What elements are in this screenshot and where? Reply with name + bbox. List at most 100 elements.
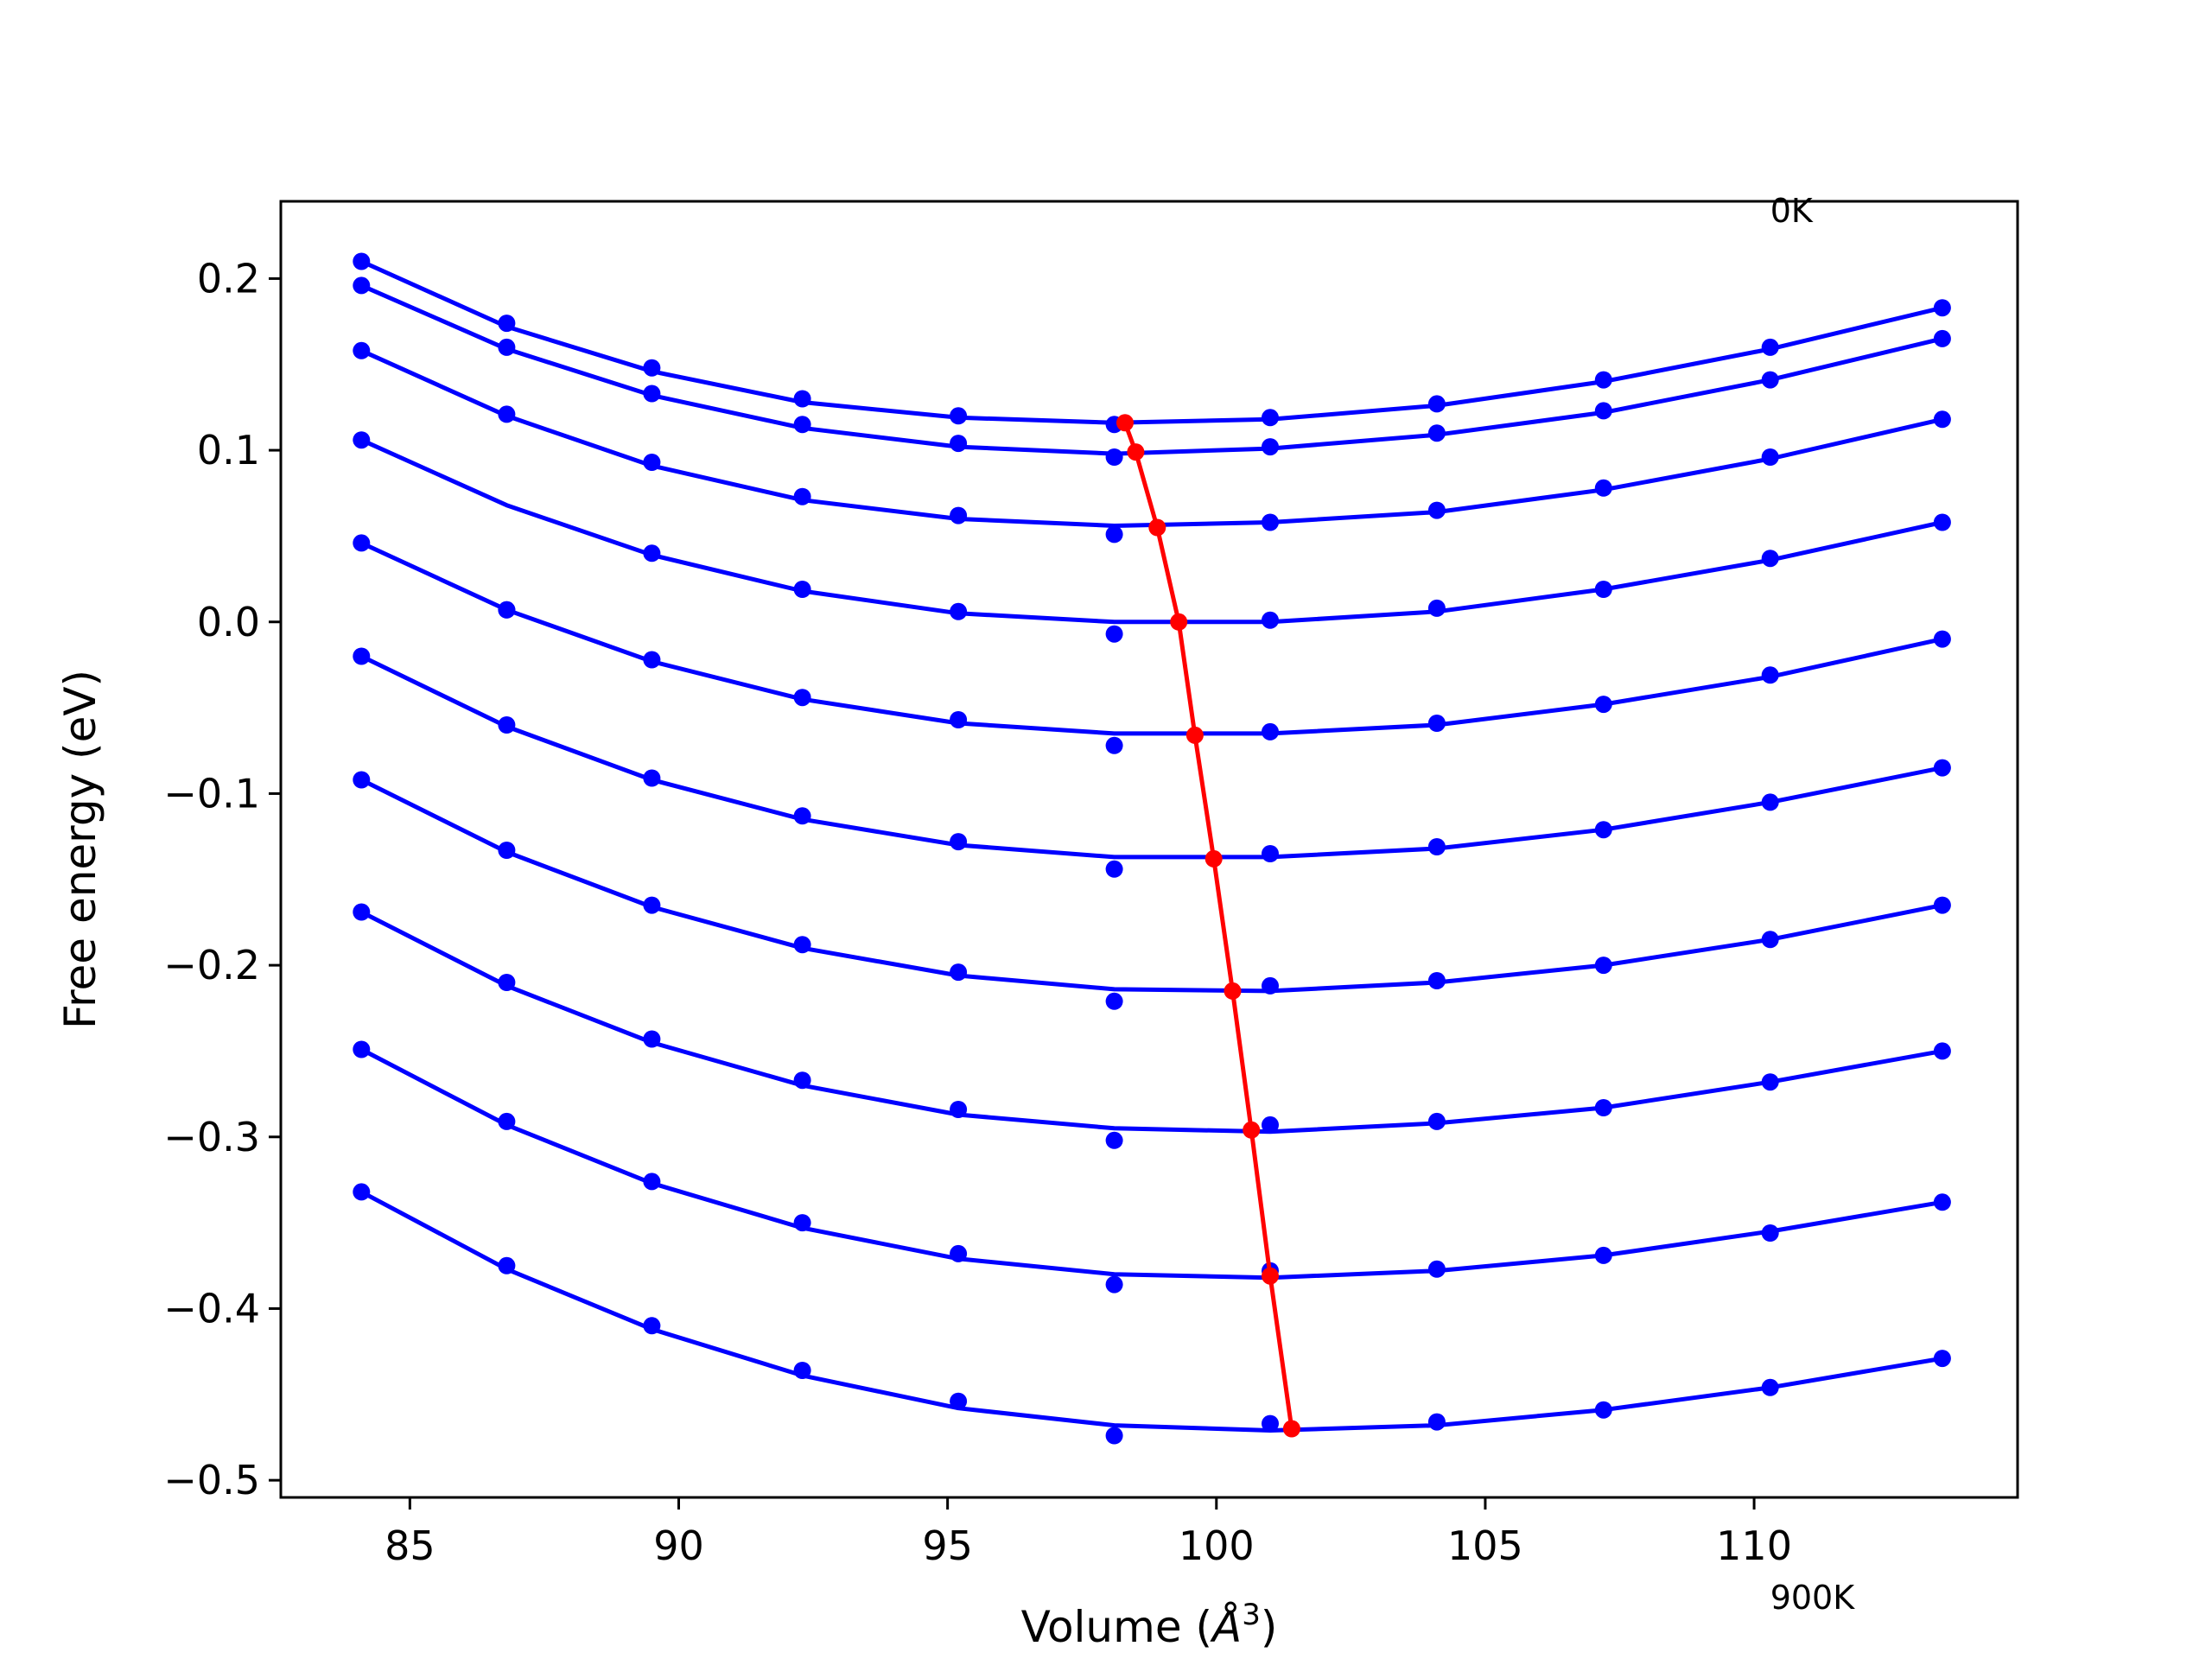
data-point-7-5 xyxy=(1105,1131,1123,1149)
data-point-1-7 xyxy=(1427,424,1446,442)
data-point-7-1 xyxy=(498,974,516,991)
y-tick-label-2: 0.0 xyxy=(197,599,260,645)
annotation-1: 900K xyxy=(1770,1579,1856,1617)
data-point-7-8 xyxy=(1594,1099,1612,1116)
minima-line xyxy=(1116,414,1300,1438)
fit-curve-3 xyxy=(360,437,1943,625)
data-point-2-4 xyxy=(950,506,968,524)
x-axis-ticks: 85 90 95 100 105 110 xyxy=(385,1497,1792,1569)
minimum-point-8 xyxy=(1262,1267,1279,1285)
y-tick-label-3: −0.1 xyxy=(163,770,260,817)
data-point-6-3 xyxy=(793,936,811,954)
y-tick-label-5: −0.3 xyxy=(163,1114,260,1160)
fit-curve-4 xyxy=(360,541,1943,736)
data-point-1-1 xyxy=(498,338,516,356)
data-point-8-5 xyxy=(1105,1275,1123,1294)
fit-curve-8 xyxy=(360,1047,1943,1281)
data-point-7-9 xyxy=(1761,1073,1779,1091)
data-point-0-9 xyxy=(1761,338,1779,356)
data-point-1-5 xyxy=(1105,448,1123,466)
y-tick-label-6: −0.4 xyxy=(163,1285,260,1332)
data-point-2-8 xyxy=(1594,479,1612,497)
minimum-point-1 xyxy=(1127,443,1145,461)
data-point-4-4 xyxy=(950,711,968,728)
data-point-1-4 xyxy=(950,435,968,453)
data-point-5-2 xyxy=(643,769,661,787)
fit-curve-9 xyxy=(360,1190,1943,1433)
data-point-1-8 xyxy=(1594,402,1612,420)
data-point-1-10 xyxy=(1933,329,1951,347)
data-point-4-8 xyxy=(1594,696,1612,714)
data-point-7-7 xyxy=(1427,1112,1446,1130)
data-point-5-4 xyxy=(950,833,968,851)
data-point-4-1 xyxy=(498,601,516,619)
minimum-point-4 xyxy=(1185,726,1204,744)
data-point-5-3 xyxy=(793,807,811,825)
x-tick-label-2: 95 xyxy=(922,1522,973,1569)
data-point-8-8 xyxy=(1594,1246,1612,1264)
fit-curves xyxy=(360,259,1943,1433)
y-tick-label-1: 0.1 xyxy=(197,427,260,474)
data-point-5-5 xyxy=(1105,860,1123,878)
data-point-6-4 xyxy=(950,963,968,982)
data-point-3-0 xyxy=(353,431,371,449)
data-point-1-3 xyxy=(793,416,811,434)
data-point-8-4 xyxy=(950,1244,968,1262)
data-point-3-8 xyxy=(1594,581,1612,598)
data-point-7-10 xyxy=(1933,1042,1951,1060)
fit-curve-5 xyxy=(360,654,1943,860)
data-point-8-7 xyxy=(1427,1260,1446,1278)
y-axis-ticks: 0.2 0.1 0.0 −0.1 −0.2 −0.3 −0.4 −0.5 xyxy=(163,255,281,1503)
data-point-2-0 xyxy=(353,341,371,359)
y-tick-label-0: 0.2 xyxy=(197,255,260,302)
y-tick-label-4: −0.2 xyxy=(163,942,260,988)
data-point-4-7 xyxy=(1427,715,1446,732)
data-point-8-9 xyxy=(1761,1224,1779,1242)
data-point-5-7 xyxy=(1427,838,1446,855)
data-point-3-10 xyxy=(1933,513,1951,531)
minimum-point-6 xyxy=(1224,982,1242,1000)
x-tick-label-5: 110 xyxy=(1716,1522,1792,1569)
y-axis-label: Free energy (eV) xyxy=(55,670,105,1029)
data-point-2-5 xyxy=(1105,525,1123,543)
data-point-8-3 xyxy=(793,1214,811,1232)
data-point-6-8 xyxy=(1594,957,1612,975)
data-point-3-5 xyxy=(1105,625,1123,643)
data-point-3-3 xyxy=(793,581,811,598)
data-point-6-2 xyxy=(643,896,661,914)
data-point-9-9 xyxy=(1761,1378,1779,1396)
data-point-5-6 xyxy=(1262,845,1279,862)
data-point-6-1 xyxy=(498,842,516,859)
data-point-2-6 xyxy=(1262,513,1279,531)
data-point-5-9 xyxy=(1761,793,1779,811)
minimum-point-7 xyxy=(1243,1121,1261,1139)
minimum-point-0 xyxy=(1116,414,1134,432)
data-point-9-6 xyxy=(1262,1414,1279,1433)
data-point-6-0 xyxy=(353,771,371,789)
data-point-2-3 xyxy=(793,487,811,505)
data-point-8-10 xyxy=(1933,1193,1951,1211)
minima-path xyxy=(1122,422,1294,1429)
data-point-4-6 xyxy=(1262,722,1279,741)
x-tick-label-1: 90 xyxy=(653,1522,704,1569)
data-point-5-0 xyxy=(353,647,371,665)
minimum-point-9 xyxy=(1282,1420,1300,1438)
y-tick-label-7: −0.5 xyxy=(163,1457,260,1503)
data-point-0-7 xyxy=(1427,395,1446,413)
data-point-6-7 xyxy=(1427,972,1446,989)
data-point-7-0 xyxy=(353,903,371,921)
data-point-3-2 xyxy=(643,544,661,563)
data-point-1-0 xyxy=(353,276,371,295)
data-point-9-8 xyxy=(1594,1401,1612,1419)
data-point-0-4 xyxy=(950,407,968,425)
data-point-2-9 xyxy=(1761,448,1779,466)
data-point-9-10 xyxy=(1933,1350,1951,1368)
data-point-2-2 xyxy=(643,454,661,471)
data-point-5-10 xyxy=(1933,759,1951,777)
plot-area-frame xyxy=(279,200,2019,1499)
data-point-3-7 xyxy=(1427,599,1446,617)
data-point-4-0 xyxy=(353,534,371,552)
data-point-8-2 xyxy=(643,1173,661,1191)
data-point-0-3 xyxy=(793,390,811,408)
